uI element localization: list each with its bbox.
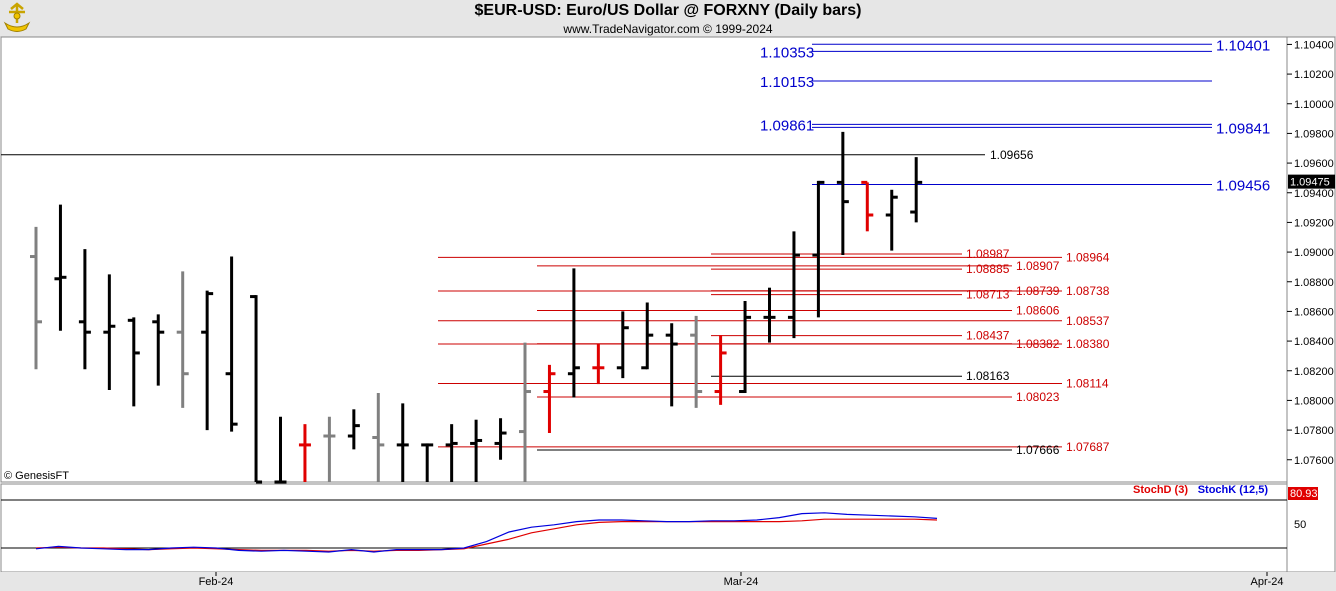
x-tick-label: Mar-24	[724, 576, 759, 588]
stochastic-panel	[0, 483, 1288, 573]
last-price-box	[1288, 174, 1335, 189]
level-label: 1.08713	[966, 288, 1010, 302]
last-price-label: 1.09475	[1290, 177, 1330, 189]
chart-title: $EUR-USD: Euro/US Dollar @ FORXNY (Daily…	[474, 2, 862, 19]
level-label: 1.08537	[1066, 314, 1110, 328]
level-label: 1.08738	[1066, 284, 1110, 298]
stoch-last-box	[1288, 487, 1318, 500]
level-label: 1.10401	[1216, 37, 1270, 54]
y-tick-label: 1.10000	[1294, 99, 1334, 111]
level-label: 1.08606	[1016, 304, 1060, 318]
stoch-k-legend: StochK (12,5)	[1198, 484, 1269, 496]
level-label: 1.09456	[1216, 177, 1270, 194]
stoch-tick-label: 50	[1294, 519, 1306, 531]
ship-logo-icon	[3, 2, 31, 32]
level-label: 1.09841	[1216, 120, 1270, 137]
y-tick-label: 1.07600	[1294, 455, 1334, 467]
watermark-text: © GenesisFT	[4, 470, 69, 482]
x-tick-label: Apr-24	[1250, 576, 1283, 588]
x-axis-band	[0, 572, 1336, 591]
y-tick-label: 1.09200	[1294, 217, 1334, 229]
level-label: 1.08023	[1016, 390, 1060, 404]
y-tick-label: 1.09000	[1294, 247, 1334, 259]
y-tick-label: 1.10400	[1294, 39, 1334, 51]
level-label: 1.10353	[760, 44, 814, 61]
y-tick-label: 1.09800	[1294, 128, 1334, 140]
y-tick-label: 1.08400	[1294, 336, 1334, 348]
level-label: 1.07666	[1016, 443, 1060, 457]
level-label: 1.09656	[990, 148, 1034, 162]
stoch-last-label: 80.93	[1290, 488, 1318, 500]
level-label: 1.07687	[1066, 440, 1110, 454]
chart-subtitle: www.TradeNavigator.com © 1999-2024	[563, 22, 773, 36]
level-label: 1.08907	[1016, 259, 1060, 273]
level-label: 1.08437	[966, 329, 1010, 343]
level-label: 1.08380	[1066, 337, 1110, 351]
y-tick-label: 1.08800	[1294, 277, 1334, 289]
level-label: 1.08114	[1066, 377, 1109, 391]
y-tick-label: 1.07800	[1294, 425, 1334, 437]
y-tick-label: 1.10200	[1294, 69, 1334, 81]
price-panel	[0, 36, 1288, 483]
y-tick-label: 1.08200	[1294, 366, 1334, 378]
stoch-series-line	[35, 512, 938, 553]
y-tick-label: 1.08000	[1294, 395, 1334, 407]
y-tick-label: 1.09400	[1294, 188, 1334, 200]
level-label: 1.08163	[966, 369, 1010, 383]
y-tick-label: 1.09600	[1294, 158, 1334, 170]
x-tick-label: Feb-24	[199, 576, 234, 588]
stoch-d-legend: StochD (3)	[1133, 484, 1188, 496]
level-label: 1.08987	[966, 247, 1010, 261]
level-label: 1.09861	[760, 117, 814, 134]
level-label: 1.10153	[760, 74, 814, 91]
chart-header	[0, 0, 1336, 37]
y-tick-label: 1.08600	[1294, 306, 1334, 318]
stoch-series-line	[35, 518, 938, 552]
level-label: 1.08885	[966, 262, 1010, 276]
level-label: 1.08964	[1066, 250, 1110, 264]
